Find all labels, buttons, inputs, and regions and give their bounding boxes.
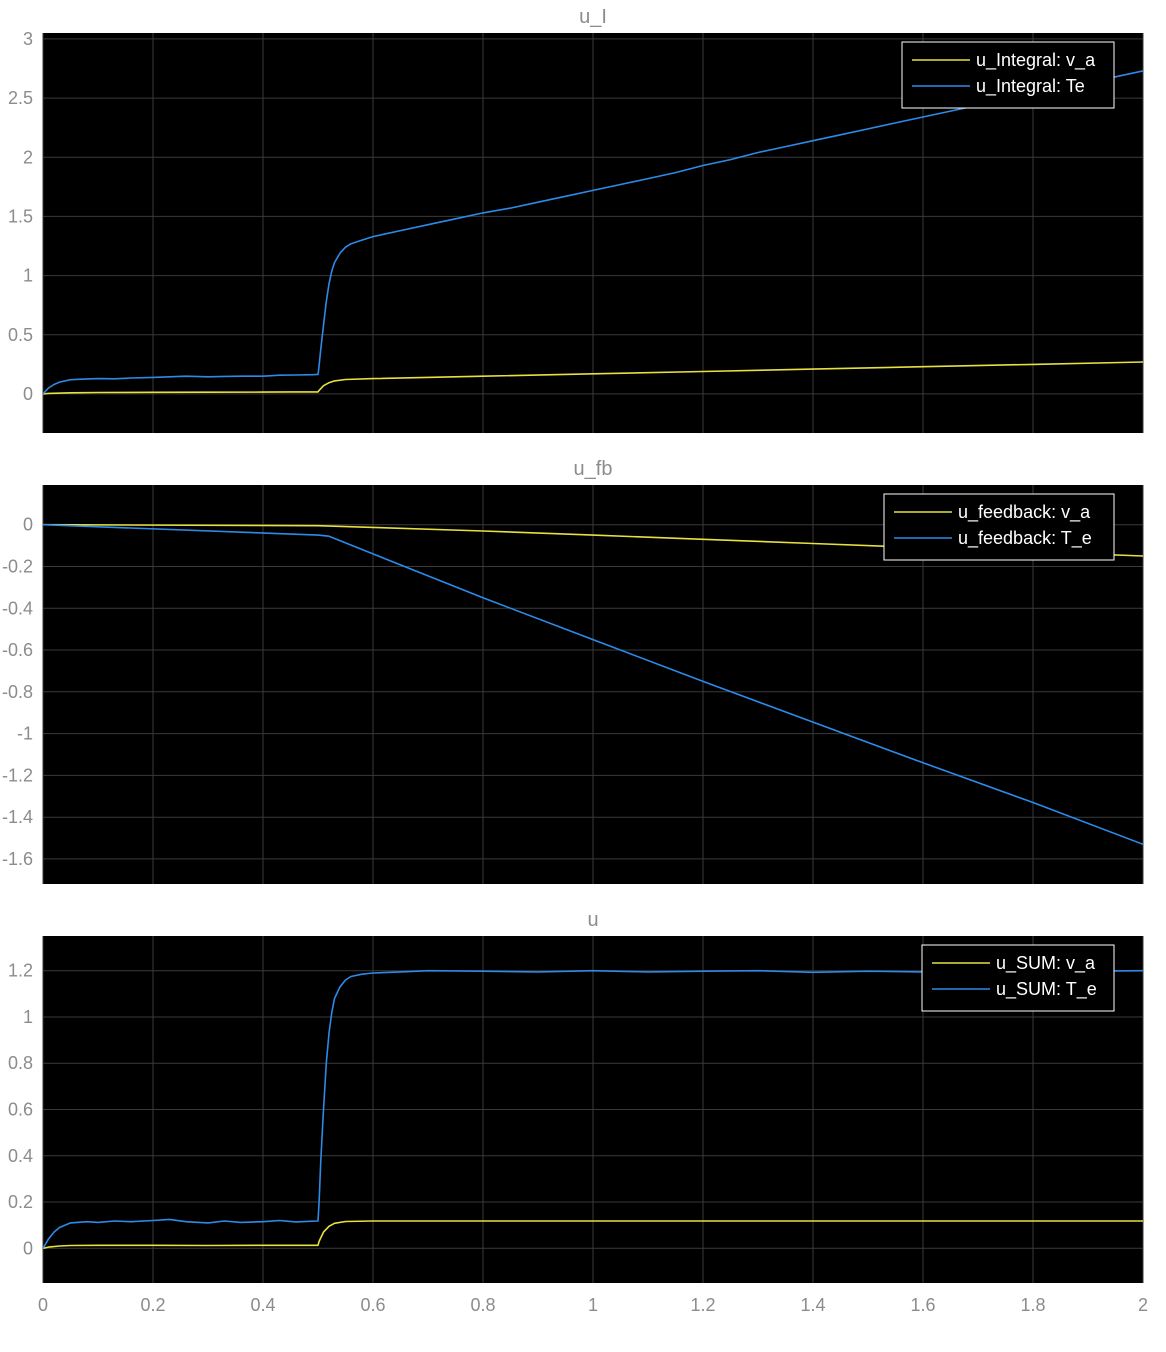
y-tick-label: 2	[23, 147, 33, 167]
y-tick-label: 1.2	[8, 961, 33, 981]
y-tick-label: -0.4	[2, 598, 33, 618]
legend: u_feedback: v_a u_feedback: T_e	[883, 493, 1115, 561]
y-tick-label: 3	[23, 29, 33, 49]
x-tick-label: 1	[588, 1295, 598, 1315]
x-tick-label: 1.6	[910, 1295, 935, 1315]
series-group	[43, 969, 1143, 1250]
series-line-1	[43, 1220, 1143, 1250]
y-tick-label: -1.4	[2, 807, 33, 827]
legend-box	[883, 493, 1115, 561]
y-tick-label: -1	[17, 724, 33, 744]
x-tick-label: 2	[1138, 1295, 1148, 1315]
series-line-2	[43, 969, 1143, 1249]
legend-entry: u_feedback: T_e	[958, 528, 1092, 549]
x-tick-label: 1.4	[800, 1295, 825, 1315]
y-tick-label: 0.4	[8, 1146, 33, 1166]
legend-box	[921, 944, 1115, 1012]
y-tick-label: 1.5	[8, 206, 33, 226]
subplot-2: u_fb 0 -0.2 -0.4 -0.6 -0.8 -1 -1.2 -1.4 -1.6 u_fee…	[2, 458, 1144, 884]
y-tick-label: -1.6	[2, 849, 33, 869]
series-group	[43, 70, 1143, 395]
subplot-title: u_I	[579, 6, 607, 28]
subplot-1: u_I00.511.522.53u_Integral: v_au_Integra…	[8, 6, 1144, 433]
x-tick-label: 0.2	[140, 1295, 165, 1315]
y-tick-label: 1	[23, 266, 33, 286]
series-line-1	[43, 361, 1143, 395]
legend-box	[901, 41, 1115, 109]
x-tick-label: 1.2	[690, 1295, 715, 1315]
grid	[42, 485, 1144, 884]
legend-entry: u_SUM: T_e	[996, 979, 1097, 1000]
y-tick-label: -0.2	[2, 557, 33, 577]
legend-entry: u_Integral: Te	[976, 76, 1085, 97]
x-tick-label: 0.8	[470, 1295, 495, 1315]
legend-entry: u_SUM: v_a	[996, 953, 1096, 974]
x-tick-label: 0.6	[360, 1295, 385, 1315]
y-tick-label: 0.2	[8, 1192, 33, 1212]
y-tick-label: 0.8	[8, 1053, 33, 1073]
x-tick-label: 0	[38, 1295, 48, 1315]
y-tick-label: 0	[23, 515, 33, 535]
subplot-title: u	[587, 909, 598, 931]
y-tick-label: -0.8	[2, 682, 33, 702]
y-tick-label: 1	[23, 1007, 33, 1027]
legend-entry: u_Integral: v_a	[976, 50, 1096, 71]
y-tick-label: 2.5	[8, 88, 33, 108]
y-tick-label: -1.2	[2, 765, 33, 785]
y-tick-label: 0	[23, 384, 33, 404]
y-tick-label: 0.5	[8, 325, 33, 345]
y-tick-label: 0	[23, 1238, 33, 1258]
subplot-3: u 0 0.2 0.4 0.6 0.8 1 1.2 0 0.2 0.4 0.6 0.8 1 1.2 1.4 1.…	[8, 909, 1148, 1315]
legend: u_SUM: v_a u_SUM: T_e	[921, 944, 1115, 1012]
series-line-2	[43, 523, 1143, 846]
y-tick-label: 0.6	[8, 1100, 33, 1120]
x-tick-label: 0.4	[250, 1295, 275, 1315]
legend: u_Integral: v_a u_Integral: Te	[901, 41, 1115, 109]
series-line-2	[43, 70, 1143, 395]
subplot-title: u_fb	[574, 458, 613, 480]
legend-entry: u_feedback: v_a	[958, 502, 1091, 523]
y-tick-label: -0.6	[2, 640, 33, 660]
x-tick-label: 1.8	[1020, 1295, 1045, 1315]
